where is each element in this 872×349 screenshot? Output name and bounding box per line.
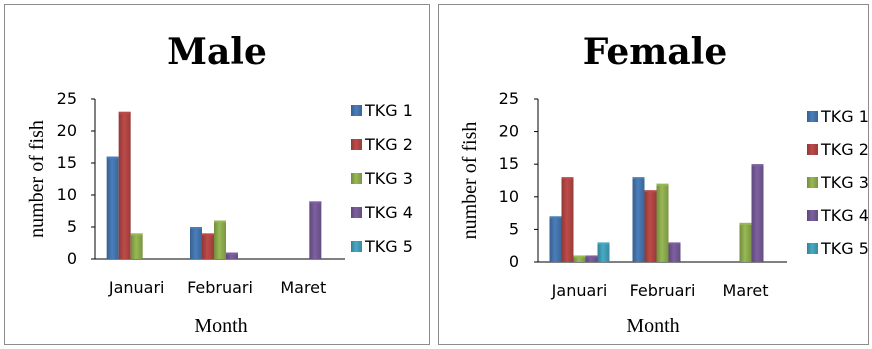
y-tick-label: 15: [57, 153, 77, 172]
legend-swatch-tkg-1: [807, 111, 818, 122]
x-axis-label: Month: [194, 315, 247, 337]
bar-tkg-1-januari: [549, 216, 562, 262]
bar-tkg-3-januari: [573, 255, 586, 262]
bar-tkg-4-maret: [751, 164, 764, 262]
bar-top-tkg-4-maret: [751, 164, 764, 167]
bar-tkg-3-februari: [656, 183, 669, 262]
bar-top-tkg-2-februari: [202, 233, 214, 236]
bar-tkg-2-januari: [561, 177, 574, 262]
chart-title: Female: [583, 31, 728, 73]
bar-top-tkg-3-februari: [656, 183, 669, 186]
legend-swatch-tkg-3: [807, 177, 818, 188]
bar-tkg-2-februari: [202, 233, 214, 259]
y-tick-label: 5: [509, 219, 519, 238]
bar-tkg-1-januari: [106, 156, 119, 259]
legend-swatch-tkg-2: [807, 144, 818, 155]
bar-top-tkg-4-maret: [309, 201, 322, 204]
x-tick-label-januari: Januari: [108, 278, 165, 297]
female-chart-panel: Female number of fish Month 0 5 10 15 20 25 Janua…: [438, 4, 869, 345]
bar-top-tkg-1-februari: [632, 177, 645, 180]
x-tick-label-januari: Januari: [551, 281, 608, 300]
y-tick-label: 20: [57, 121, 77, 140]
bar-top-tkg-2-januari: [118, 111, 131, 114]
x-axis-label: Month: [626, 315, 679, 337]
bar-top-tkg-2-februari: [644, 190, 657, 193]
legend-swatch-tkg-2: [351, 139, 362, 150]
legend-label-tkg-2: TKG 2: [364, 135, 413, 154]
y-tick-label: 25: [57, 89, 77, 108]
legend-swatch-tkg-3: [351, 173, 362, 184]
x-tick-label-februari: Februari: [187, 278, 253, 297]
legend-label-tkg-5: TKG 5: [820, 239, 869, 258]
bar-top-tkg-3-februari: [214, 220, 226, 223]
bar-tkg-3-januari: [130, 233, 143, 259]
legend-swatch-tkg-4: [807, 210, 818, 221]
bar-top-tkg-2-januari: [561, 177, 574, 180]
bar-top-tkg-4-februari: [668, 242, 681, 245]
legend-label-tkg-3: TKG 3: [364, 169, 413, 188]
bar-tkg-1-februari: [190, 227, 202, 259]
y-tick-label: 25: [499, 89, 519, 108]
legend-swatch-tkg-1: [351, 105, 362, 116]
male-chart: Male number of fish Month 0 5 10 15 20 25 Januari…: [26, 31, 413, 337]
legend-label-tkg-3: TKG 3: [820, 173, 869, 192]
bar-tkg-2-februari: [644, 190, 657, 262]
y-tick-label: 0: [67, 249, 77, 268]
legend-label-tkg-5: TKG 5: [364, 237, 413, 256]
bar-tkg-4-februari: [226, 252, 238, 259]
male-chart-panel: Male number of fish Month 0 5 10 15 20 25 Januari…: [4, 4, 430, 345]
y-axis-label: number of fish: [459, 122, 481, 240]
legend-swatch-tkg-5: [351, 241, 362, 252]
legend-label-tkg-4: TKG 4: [364, 203, 413, 222]
legend-swatch-tkg-4: [351, 207, 362, 218]
bar-tkg-3-maret: [739, 222, 752, 262]
bar-tkg-4-januari: [585, 255, 598, 262]
y-tick-label: 10: [499, 187, 519, 206]
bar-tkg-4-maret: [309, 201, 322, 259]
bar-tkg-3-februari: [214, 220, 226, 259]
bar-top-tkg-1-januari: [549, 216, 562, 219]
x-tick-label-maret: Maret: [723, 281, 769, 300]
y-axis-label: number of fish: [26, 120, 48, 238]
y-tick-label: 0: [509, 252, 519, 271]
bar-top-tkg-4-januari: [585, 255, 598, 258]
bar-top-tkg-3-januari: [573, 255, 586, 258]
bar-top-tkg-1-februari: [190, 227, 202, 229]
x-tick-label-februari: Februari: [630, 281, 696, 300]
bar-top-tkg-3-maret: [739, 222, 752, 225]
y-tick-label: 15: [499, 154, 519, 173]
legend-label-tkg-2: TKG 2: [820, 140, 869, 159]
y-tick-label: 20: [499, 122, 519, 141]
legend-label-tkg-1: TKG 1: [820, 107, 869, 126]
bar-tkg-5-januari: [597, 242, 610, 262]
bar-top-tkg-5-januari: [597, 242, 610, 245]
bar-top-tkg-4-februari: [226, 252, 238, 255]
bar-top-tkg-1-januari: [106, 156, 119, 159]
female-chart: Female number of fish Month 0 5 10 15 20 25 Janua…: [459, 31, 869, 337]
y-tick-label: 10: [57, 185, 77, 204]
chart-title: Male: [167, 31, 267, 73]
bar-tkg-2-januari: [118, 111, 131, 259]
bar-tkg-4-februari: [668, 242, 681, 262]
bar-top-tkg-3-januari: [130, 233, 143, 236]
x-tick-label-maret: Maret: [280, 278, 326, 297]
legend-label-tkg-1: TKG 1: [364, 101, 413, 120]
legend-label-tkg-4: TKG 4: [820, 206, 869, 225]
legend-swatch-tkg-5: [807, 243, 818, 254]
bar-tkg-1-februari: [632, 177, 645, 262]
y-tick-label: 5: [67, 217, 77, 236]
